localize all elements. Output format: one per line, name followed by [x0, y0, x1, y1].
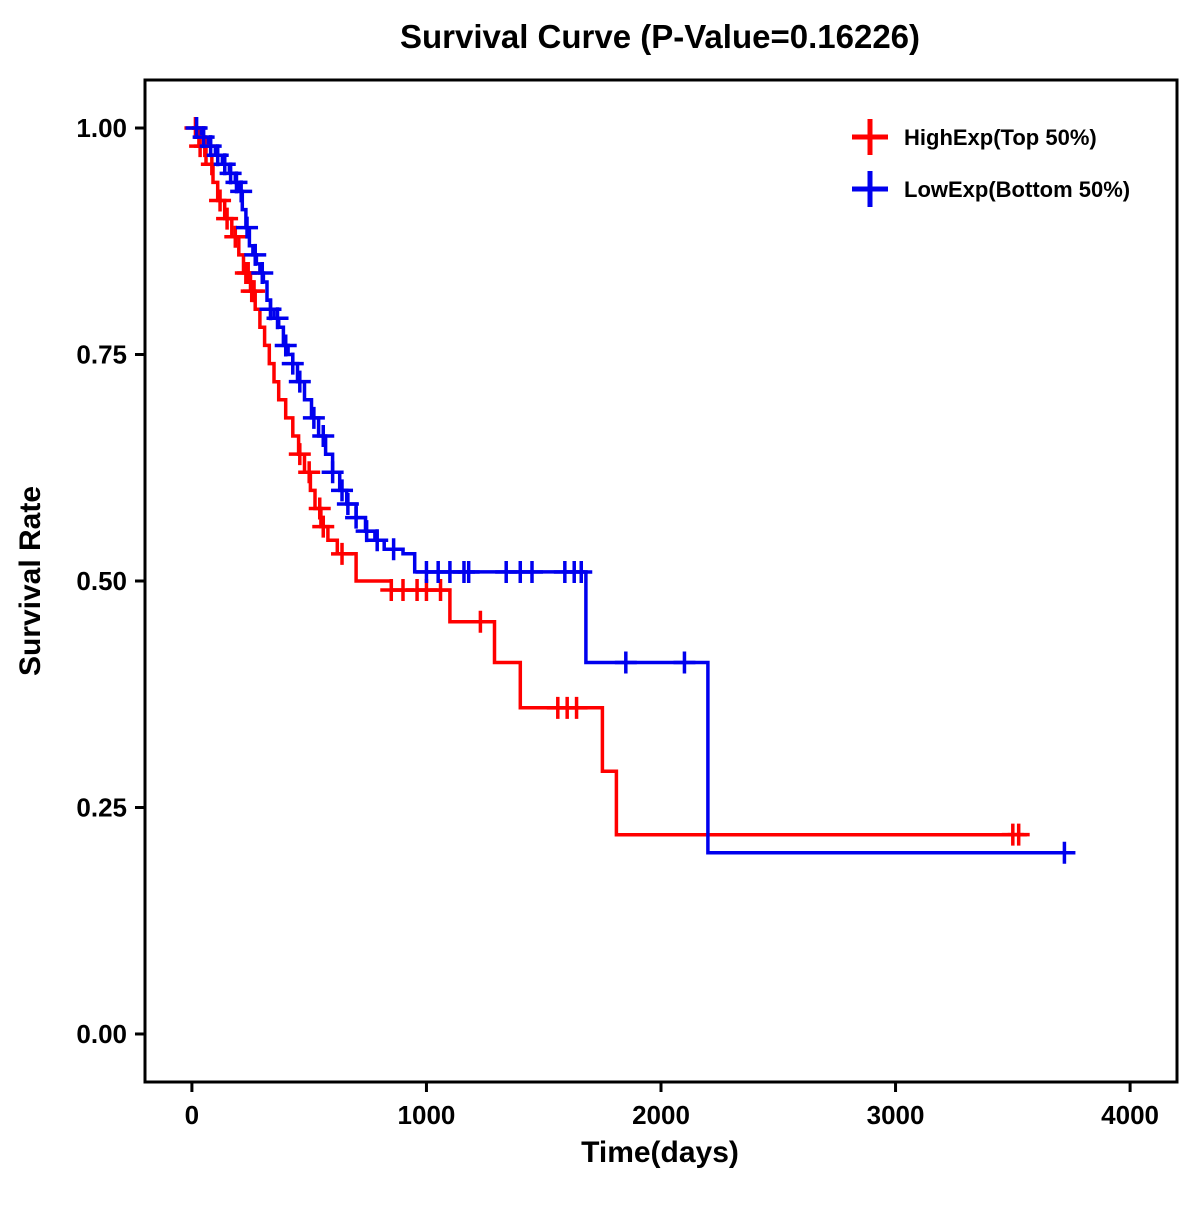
- legend: HighExp(Top 50%) LowExp(Bottom 50%): [852, 119, 1130, 207]
- censor-mark: [224, 225, 247, 248]
- y-tick-label: 0.50: [76, 566, 127, 596]
- censor-mark: [302, 406, 325, 429]
- censor-mark: [1053, 841, 1076, 864]
- censor-mark: [457, 560, 480, 583]
- censor-mark: [1007, 823, 1030, 846]
- censor-mark: [308, 497, 331, 520]
- lowexp-plus-icon: [852, 171, 888, 207]
- censor-marks: [184, 117, 1076, 864]
- censor-mark: [331, 479, 354, 502]
- legend-label-lowexp: LowExp(Bottom 50%): [904, 177, 1130, 202]
- survival-curves: [191, 126, 1067, 855]
- censor-mark: [288, 443, 311, 466]
- censor-mark: [429, 579, 452, 602]
- censor-mark: [336, 492, 359, 515]
- highexp-plus-icon: [852, 119, 888, 155]
- x-tick-label: 3000: [867, 1100, 925, 1130]
- y-axis-label: Survival Rate: [14, 486, 47, 676]
- censor-mark: [312, 515, 335, 538]
- censor-mark: [345, 506, 368, 529]
- censor-mark: [382, 538, 405, 561]
- censor-mark: [570, 560, 593, 583]
- censor-mark: [209, 189, 232, 212]
- censor-mark: [312, 425, 335, 448]
- censor-mark: [565, 696, 588, 719]
- x-tick-label: 4000: [1101, 1100, 1159, 1130]
- x-tick-label: 1000: [398, 1100, 456, 1130]
- censor-mark: [469, 610, 492, 633]
- censor-mark: [216, 207, 239, 230]
- legend-item-highexp: HighExp(Top 50%): [852, 119, 1097, 155]
- censor-mark: [614, 651, 637, 674]
- x-tick-label: 2000: [632, 1100, 690, 1130]
- chart-title: Survival Curve (P-Value=0.16226): [400, 18, 920, 55]
- censor-mark: [673, 651, 696, 674]
- censor-mark: [521, 560, 543, 583]
- censor-mark: [366, 529, 389, 552]
- censor-mark: [298, 461, 321, 484]
- censor-mark: [236, 216, 259, 239]
- censor-mark: [331, 542, 354, 565]
- censor-mark: [288, 370, 311, 393]
- plot-border: [143, 78, 1179, 1084]
- y-tick-label: 1.00: [76, 113, 127, 143]
- survival-curve: [191, 126, 1027, 837]
- censor-mark: [274, 334, 297, 357]
- censor-mark: [251, 261, 274, 284]
- censor-mark: [321, 461, 344, 484]
- y-tick-label: 0.75: [76, 340, 127, 370]
- censor-mark: [244, 243, 267, 266]
- x-tick-label: 0: [185, 1100, 199, 1130]
- y-tick-label: 0.00: [76, 1019, 127, 1049]
- censor-mark: [266, 307, 289, 330]
- legend-item-lowexp: LowExp(Bottom 50%): [852, 171, 1130, 207]
- legend-label-highexp: HighExp(Top 50%): [904, 125, 1097, 150]
- survival-curve: [191, 126, 1067, 855]
- y-tick-label: 0.25: [76, 792, 127, 822]
- censor-mark: [230, 180, 253, 203]
- axis-ticks: 0 1000 2000 3000 4000 0.00 0.25 0.50 0.75 1.00: [76, 113, 1159, 1130]
- censor-mark: [243, 280, 266, 303]
- x-axis-label: Time(days): [581, 1136, 739, 1169]
- censor-mark: [281, 352, 304, 375]
